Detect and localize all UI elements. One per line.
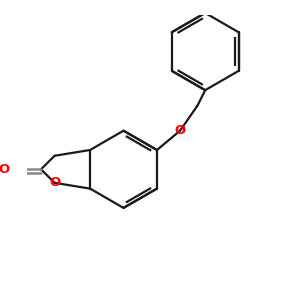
Text: O: O xyxy=(49,176,60,189)
Text: O: O xyxy=(175,124,186,137)
Text: O: O xyxy=(0,163,10,176)
